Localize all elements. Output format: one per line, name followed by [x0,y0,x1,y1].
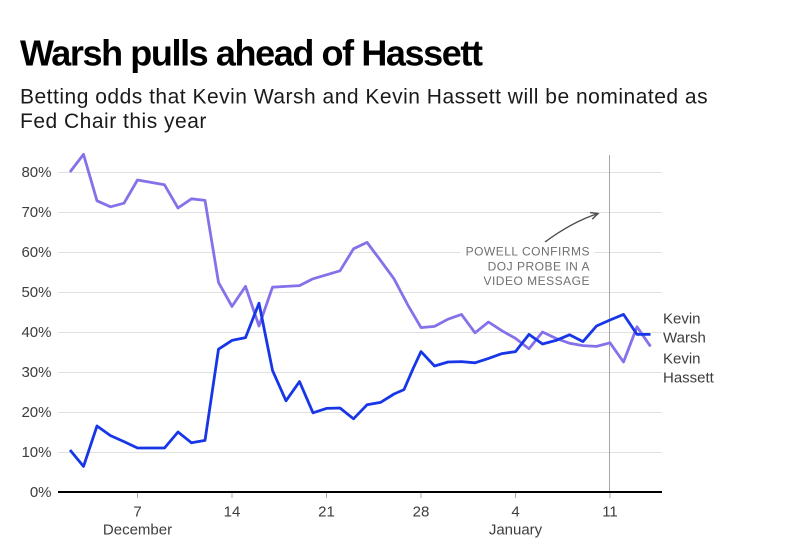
svg-text:7: 7 [133,504,141,521]
svg-text:January: January [489,522,543,539]
svg-text:20%: 20% [21,404,51,421]
svg-text:0%: 0% [30,484,52,501]
svg-text:Warsh: Warsh [663,330,706,347]
svg-text:10%: 10% [21,444,51,461]
svg-text:21: 21 [318,504,335,521]
svg-text:11: 11 [602,504,618,521]
svg-text:Betting odds that Kevin Warsh: Betting odds that Kevin Warsh and Kevin … [20,85,708,108]
svg-text:Fed Chair this year: Fed Chair this year [20,110,207,133]
svg-text:Hassett: Hassett [663,370,715,387]
svg-text:40%: 40% [21,324,51,341]
svg-text:POWELL CONFIRMS: POWELL CONFIRMS [466,245,590,259]
svg-text:VIDEO MESSAGE: VIDEO MESSAGE [483,274,590,288]
svg-text:Warsh pulls ahead of Hassett: Warsh pulls ahead of Hassett [20,33,483,74]
svg-text:4: 4 [511,504,519,521]
svg-text:28: 28 [413,504,430,521]
svg-text:80%: 80% [21,164,51,181]
svg-text:50%: 50% [21,284,51,301]
svg-text:60%: 60% [21,244,51,261]
svg-text:14: 14 [224,504,241,521]
svg-text:DOJ PROBE IN A: DOJ PROBE IN A [488,259,590,273]
svg-text:Kevin: Kevin [663,311,701,328]
svg-text:70%: 70% [21,204,51,221]
svg-text:Kevin: Kevin [663,351,701,368]
svg-text:30%: 30% [21,364,51,381]
svg-text:December: December [103,522,172,539]
